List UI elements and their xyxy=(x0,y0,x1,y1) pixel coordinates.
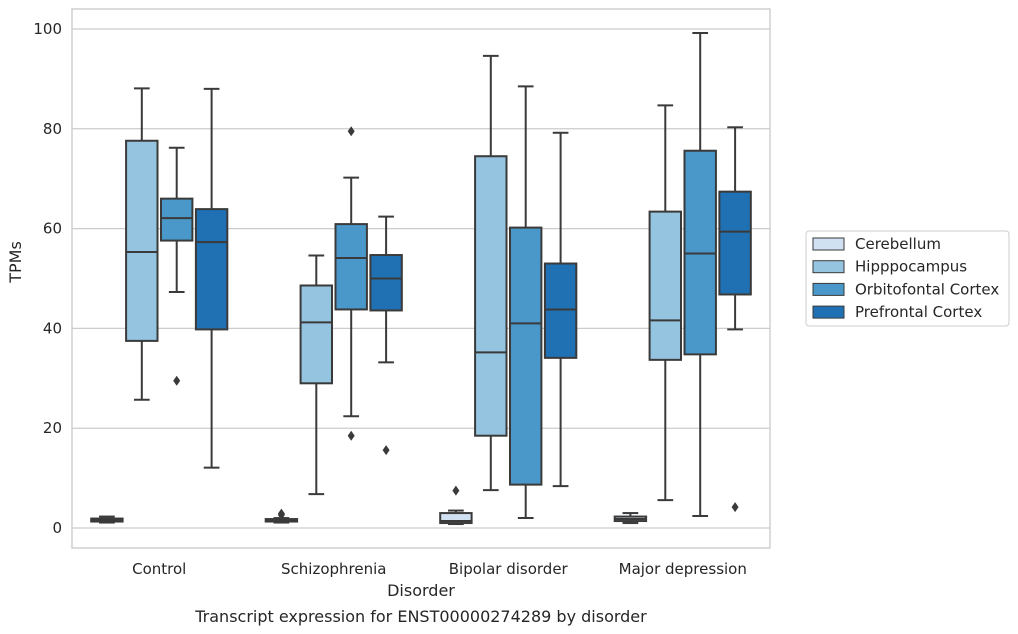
box-0-2 xyxy=(159,146,194,386)
box-3-3 xyxy=(718,126,752,513)
legend-swatch xyxy=(812,305,845,319)
box-3-1 xyxy=(648,104,683,502)
x-tick-label: Control xyxy=(132,560,186,578)
y-tick-label: 0 xyxy=(52,519,62,537)
box-1-3 xyxy=(369,215,403,456)
box-0-3 xyxy=(194,87,229,469)
iqr-box xyxy=(125,139,159,342)
iqr-box xyxy=(159,197,194,242)
legend-frame xyxy=(805,230,1010,327)
box-3-2 xyxy=(683,31,717,518)
x-axis-ticks: Control Schizophrenia Bipolar disorder Majo… xyxy=(132,560,747,578)
legend-swatch xyxy=(812,282,845,296)
x-tick-label: Schizophrenia xyxy=(281,560,386,578)
x-tick-label: Bipolar disorder xyxy=(449,560,569,578)
y-tick-label: 80 xyxy=(43,120,62,138)
legend-label: Cerebellum xyxy=(855,235,941,253)
box-0-0 xyxy=(90,515,124,524)
iqr-box xyxy=(718,190,752,296)
outlier-marker xyxy=(347,126,355,137)
legend: Cerebellum Hipppocampus Orbitofontal Corte… xyxy=(805,230,1010,327)
iqr-box xyxy=(543,262,578,359)
x-axis-title: Disorder xyxy=(387,581,455,600)
box-2-1 xyxy=(474,54,508,492)
box-1-2 xyxy=(334,126,368,441)
box-groups xyxy=(90,31,752,526)
iqr-box xyxy=(508,226,543,486)
iqr-box xyxy=(194,208,229,331)
y-tick-label: 100 xyxy=(33,20,62,38)
y-tick-label: 60 xyxy=(43,220,62,238)
legend-swatch xyxy=(812,260,845,274)
box-0-1 xyxy=(125,87,159,401)
box-1-0 xyxy=(264,508,299,524)
iqr-box xyxy=(369,254,403,312)
outlier-marker xyxy=(277,508,285,519)
outlier-marker xyxy=(452,485,460,496)
y-tick-label: 20 xyxy=(43,419,62,437)
box-2-2 xyxy=(508,85,543,520)
box-1-1 xyxy=(299,254,334,496)
y-tick-label: 40 xyxy=(43,319,62,337)
box-2-3 xyxy=(543,131,578,488)
iqr-box xyxy=(474,155,508,437)
legend-label: Prefrontal Cortex xyxy=(855,303,982,321)
legend-label: Orbitofontal Cortex xyxy=(855,280,999,298)
y-axis-ticks: 0 20 40 60 80 100 xyxy=(33,20,62,537)
iqr-box xyxy=(334,223,368,311)
box-2-0 xyxy=(439,485,473,526)
outlier-marker xyxy=(173,375,181,386)
outlier-marker xyxy=(347,430,355,441)
x-tick-label: Major depression xyxy=(619,560,747,578)
chart-caption: Transcript expression for ENST0000027428… xyxy=(194,607,647,626)
legend-swatch xyxy=(812,237,845,251)
legend-label: Hipppocampus xyxy=(855,258,967,276)
box-3-0 xyxy=(613,512,648,525)
y-axis-title: TPMs xyxy=(6,241,25,284)
outlier-marker xyxy=(382,445,390,456)
iqr-box xyxy=(648,210,683,361)
iqr-box xyxy=(439,512,473,525)
gridlines xyxy=(72,28,770,529)
iqr-box xyxy=(299,284,334,385)
outlier-marker xyxy=(731,502,739,513)
